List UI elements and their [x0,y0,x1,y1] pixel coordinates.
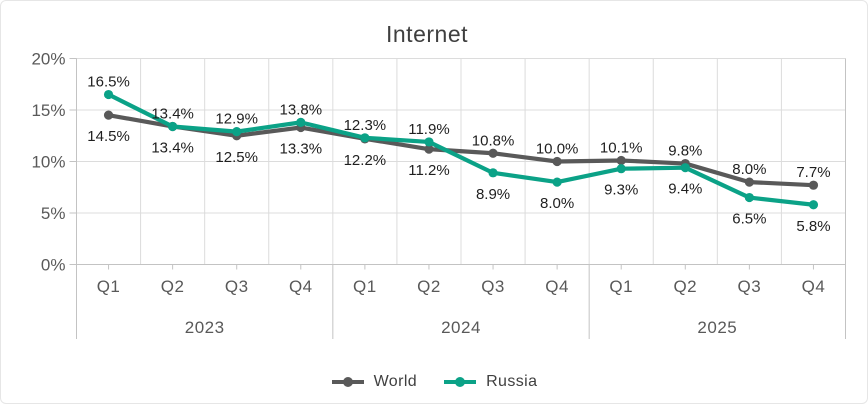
data-label-world: 12.5% [215,149,258,166]
x-axis-label: Q3 [225,277,249,296]
y-axis-label: 5% [41,204,66,223]
x-axis-label: Q3 [481,277,505,296]
data-label-russia: 9.4% [668,181,702,198]
data-point-world [552,156,562,167]
x-axis-label: Q4 [289,277,313,296]
data-label-world: 13.4% [151,139,194,156]
data-point-russia [296,117,306,127]
legend-label: World [373,373,418,390]
data-label-russia: 12.9% [215,111,258,128]
data-label-world: 14.5% [87,128,130,145]
data-label-world: 10.1% [600,139,643,156]
series-line-world [106,113,816,188]
legend-item-world: World [331,373,418,391]
data-label-world: 13.3% [280,141,323,158]
data-point-russia [488,168,498,178]
data-point-russia [552,177,562,187]
data-point-russia [360,133,370,143]
y-axis-label: 10% [31,153,65,172]
chart-title: Internet [386,21,468,47]
data-label-russia: 13.4% [151,105,194,122]
data-label-russia: 9.3% [604,182,638,199]
year-label: 2024 [441,318,481,337]
data-label-world: 8.0% [732,161,766,178]
data-label-world: 9.8% [668,143,702,160]
x-axis-label: Q4 [802,277,826,296]
data-point-world [616,155,626,166]
line-chart: 0% 5% 10% 15% 20% Q1 Q2 Q3 Q4 Q1 Q2 Q3 Q4 Q1 Q2 Q3 Q4 202… [31,50,846,339]
x-axis-label: Q1 [97,277,121,296]
data-label-russia: 6.5% [732,211,766,228]
x-axis-label: Q2 [673,277,697,296]
data-point-world [424,144,434,154]
year-label: 2023 [185,318,225,337]
x-axis-label: Q2 [161,277,185,296]
x-axis-label: Q1 [609,277,633,296]
legend-item-russia: Russia [443,373,537,391]
data-label-russia: 8.0% [540,195,574,212]
legend-label: Russia [486,373,538,390]
data-point-world [744,177,754,187]
data-point-russia [232,127,242,137]
data-point-russia [424,137,434,147]
y-axis-label: 15% [31,101,65,120]
data-point-russia [808,200,819,210]
data-point-russia [103,89,114,100]
series-line-russia [106,92,816,207]
x-axis-label: Q1 [353,277,377,296]
x-axis-label: Q3 [738,277,762,296]
data-label-russia: 8.9% [476,186,510,203]
year-label: 2025 [697,318,737,337]
data-point-russia [744,192,754,203]
legend-marker-icon [444,377,477,387]
legend-marker-icon [331,377,364,387]
data-point-world [488,148,498,158]
data-point-world [808,180,819,190]
data-label-world: 12.2% [344,152,387,169]
y-axis-label: 20% [31,50,65,69]
data-label-russia: 5.8% [796,218,830,235]
y-axis-label: 0% [41,256,66,275]
data-label-world: 10.0% [536,141,579,158]
data-label-russia: 12.3% [344,117,387,134]
data-label-russia: 11.9% [408,121,449,138]
data-label-russia: 16.5% [87,74,130,91]
data-point-world [103,110,114,120]
data-label-russia: 13.8% [280,101,323,118]
x-axis-label: Q4 [545,277,569,296]
data-point-russia [168,121,178,132]
data-label-world: 11.2% [408,162,449,179]
data-point-russia [680,163,690,173]
data-label-world: 7.7% [796,164,830,181]
x-axis-label: Q2 [417,277,441,296]
data-label-world: 10.8% [472,132,515,149]
data-point-russia [616,164,626,174]
legend: World Russia [1,373,867,391]
